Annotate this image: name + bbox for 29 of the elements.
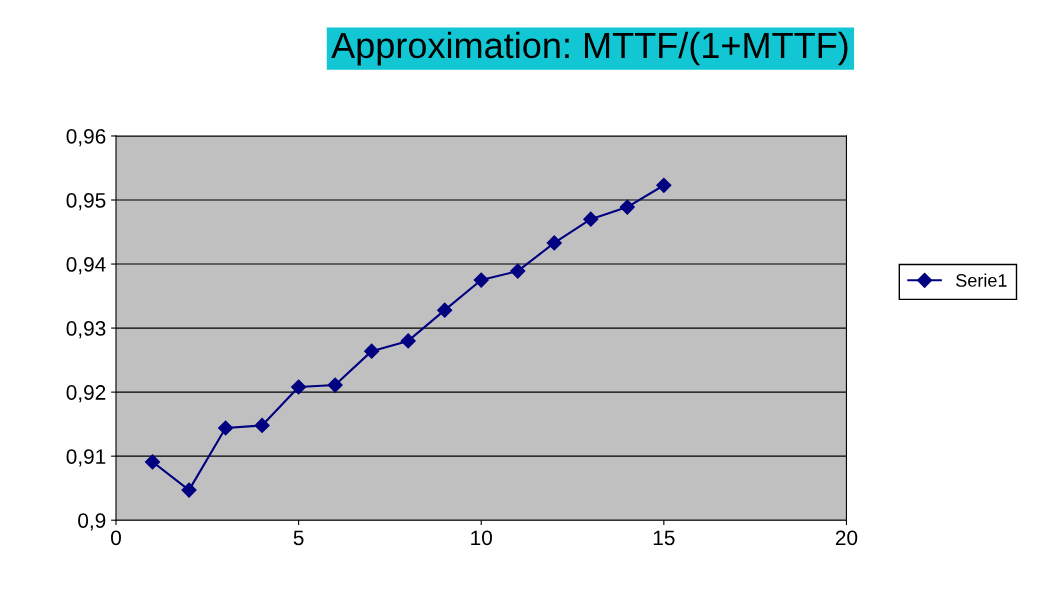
y-tick-label: 0,91 xyxy=(66,449,106,467)
y-tick-label: 0,92 xyxy=(66,385,106,403)
chart-title: Approximation: MTTF/(1+MTTF) xyxy=(331,31,848,66)
point xyxy=(217,420,234,436)
point xyxy=(400,333,416,349)
x-tick-label: 15 xyxy=(653,530,675,546)
y-tick-label: 0,9 xyxy=(78,513,106,531)
point xyxy=(327,377,343,393)
point xyxy=(181,482,197,498)
y-tick-label: 0,95 xyxy=(66,193,106,211)
point xyxy=(473,272,489,288)
point xyxy=(583,211,599,227)
point xyxy=(254,417,270,433)
y-tick-label: 0,96 xyxy=(66,128,106,147)
point xyxy=(546,235,562,251)
x-tick-label: 10 xyxy=(471,530,492,546)
point xyxy=(364,343,380,359)
x-tick-label: 5 xyxy=(293,530,304,546)
point xyxy=(291,379,307,395)
point xyxy=(437,302,453,318)
point xyxy=(656,177,672,193)
point xyxy=(619,199,635,215)
legend-label: Serie1 xyxy=(956,273,1007,287)
y-tick-label: 0,93 xyxy=(66,321,106,339)
point xyxy=(510,263,526,279)
x-tick-label: 0 xyxy=(111,530,121,546)
point xyxy=(144,454,161,470)
y-tick-label: 0,94 xyxy=(66,257,106,275)
x-tick-label: 20 xyxy=(835,530,858,546)
